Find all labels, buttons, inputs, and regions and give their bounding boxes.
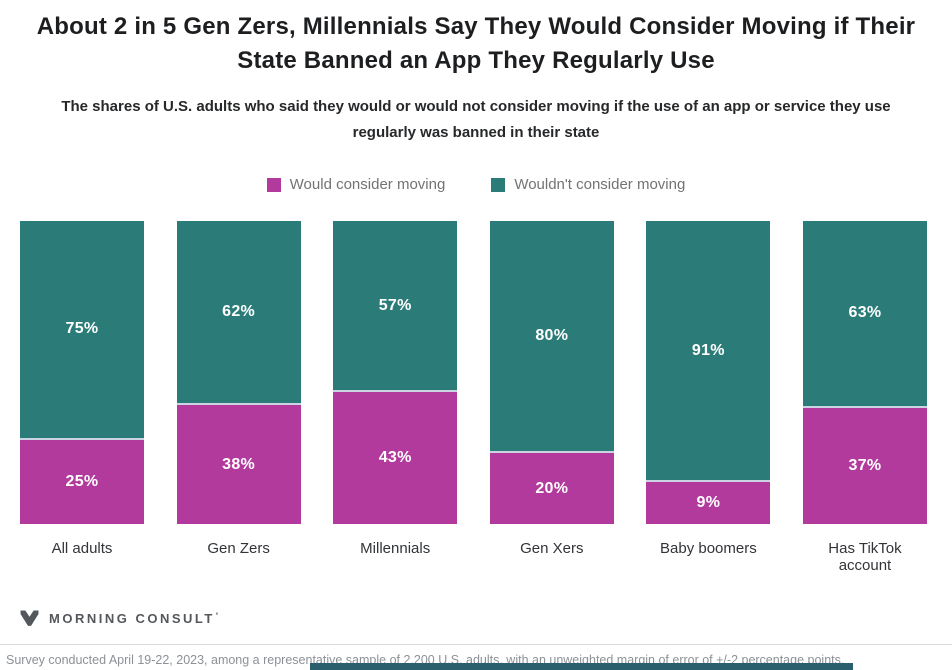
bar-column-5: 63% 37% Has TikTok account [802, 221, 927, 574]
legend-label: Wouldn't consider moving [514, 176, 686, 193]
bar-column-4: 91% 9% Baby boomers [646, 221, 771, 574]
stacked-bar-chart: 75% 25% All adults 62% 38% Gen Zers 57% 43% Mill… [0, 221, 952, 574]
category-label: All adults [51, 540, 113, 557]
brand-row: MORNING CONSULT' [20, 610, 952, 627]
category-label: Gen Xers [520, 540, 584, 557]
footer-divider [0, 644, 952, 645]
segment-separator [802, 405, 927, 408]
stacked-bar: 75% 25% [20, 221, 144, 524]
segment-separator [20, 437, 144, 440]
bar-column-2: 57% 43% Millennials [333, 221, 458, 574]
segment-would-consider: 37% [802, 407, 927, 524]
segment-wouldnt-consider: 62% [176, 221, 301, 404]
trademark-mark: ' [215, 611, 221, 621]
stacked-bar: 63% 37% [802, 221, 927, 524]
bar-column-3: 80% 20% Gen Xers [489, 221, 614, 574]
stacked-bar: 80% 20% [489, 221, 614, 524]
segment-wouldnt-consider: 91% [646, 221, 771, 481]
value-label: 75% [65, 320, 99, 338]
legend: Would consider moving Wouldn't consider m… [0, 176, 952, 193]
segment-wouldnt-consider: 57% [333, 221, 458, 391]
segment-separator [646, 480, 771, 483]
value-label: 38% [222, 455, 256, 473]
legend-item-1: Wouldn't consider moving [491, 176, 685, 193]
segment-separator [176, 403, 301, 406]
legend-item-0: Would consider moving [266, 176, 446, 193]
category-label: Gen Zers [207, 540, 270, 557]
value-label: 63% [848, 304, 882, 322]
segment-would-consider: 9% [646, 482, 771, 524]
segment-separator [489, 451, 614, 453]
stacked-bar: 91% 9% [646, 221, 771, 524]
value-label: 43% [378, 449, 412, 467]
stacked-bar: 62% 38% [176, 221, 301, 524]
morning-consult-logo-icon [20, 610, 39, 626]
value-label: 57% [378, 296, 412, 314]
legend-label: Would consider moving [289, 176, 446, 193]
value-label: 91% [691, 341, 725, 359]
legend-swatch-icon [266, 177, 281, 192]
bar-column-1: 62% 38% Gen Zers [176, 221, 301, 574]
category-label: Has TikTok account [828, 540, 902, 574]
segment-separator [333, 390, 458, 393]
page-subtitle: The shares of U.S. adults who said they … [61, 98, 891, 141]
category-label: Baby boomers [660, 540, 757, 557]
segment-wouldnt-consider: 80% [489, 221, 614, 451]
value-label: 9% [696, 494, 721, 512]
segment-would-consider: 20% [489, 453, 614, 524]
stacked-bar: 57% 43% [333, 221, 458, 524]
page-title: About 2 in 5 Gen Zers, Millennials Say T… [36, 13, 916, 74]
category-label: Millennials [360, 540, 431, 557]
segment-would-consider: 38% [176, 405, 301, 524]
segment-would-consider: 25% [20, 439, 144, 524]
value-label: 62% [222, 303, 256, 321]
legend-swatch-icon [491, 177, 506, 192]
value-label: 25% [65, 472, 99, 490]
segment-would-consider: 43% [333, 392, 458, 524]
brand-name: MORNING CONSULT' [49, 611, 221, 626]
bottom-accent-bar [310, 663, 853, 670]
bar-column-0: 75% 25% All adults [20, 221, 144, 574]
value-label: 80% [535, 327, 569, 344]
value-label: 37% [848, 456, 882, 474]
segment-wouldnt-consider: 63% [802, 221, 927, 406]
value-label: 20% [535, 479, 569, 497]
segment-wouldnt-consider: 75% [20, 221, 144, 438]
